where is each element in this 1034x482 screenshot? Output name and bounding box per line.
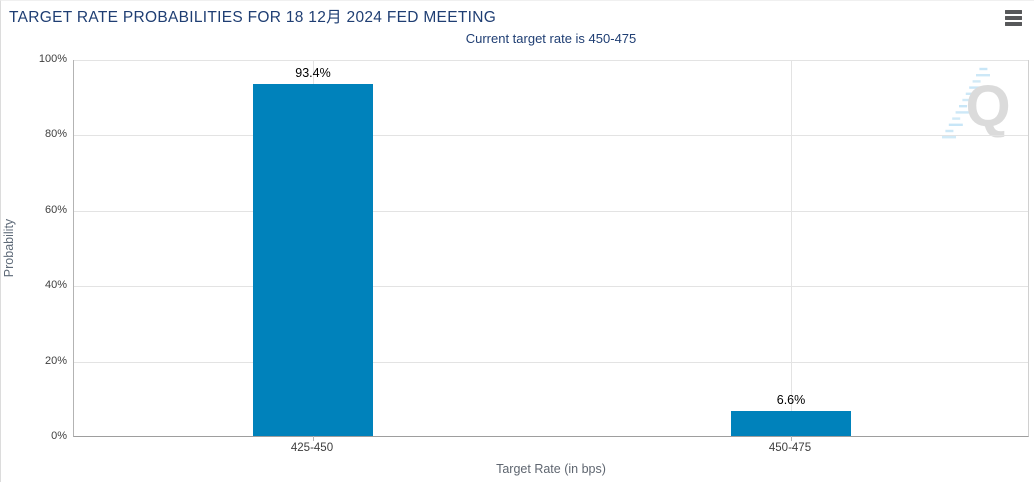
bar-value-label: 6.6% bbox=[776, 393, 806, 407]
quikstrike-watermark-icon: Q bbox=[942, 67, 1011, 139]
y-tick-label: 40% bbox=[44, 279, 67, 291]
svg-text:Q: Q bbox=[965, 74, 1010, 139]
hamburger-menu-icon[interactable] bbox=[1002, 7, 1024, 29]
horizontal-gridline bbox=[74, 362, 1028, 363]
y-tick-label: 20% bbox=[44, 355, 67, 367]
horizontal-gridline bbox=[74, 135, 1028, 136]
probability-bar-425-450[interactable] bbox=[253, 84, 373, 436]
probability-bar-450-475[interactable] bbox=[731, 411, 851, 436]
bar-value-label: 93.4% bbox=[295, 66, 331, 80]
chart-subtitle: Current target rate is 450-475 bbox=[465, 31, 637, 46]
x-axis-tick-labels: 425-450 450-475 bbox=[73, 442, 1029, 457]
horizontal-gridline bbox=[74, 211, 1028, 212]
x-axis-tickmark bbox=[791, 436, 792, 441]
vertical-gridline bbox=[791, 60, 792, 436]
y-tick-label: 60% bbox=[44, 204, 67, 216]
plot-area: Q 93.4% 6.6% bbox=[73, 60, 1029, 441]
y-tick-label: 80% bbox=[44, 128, 67, 140]
y-axis-tick-labels: 0% 20% 40% 60% 80% 100% bbox=[1, 53, 67, 442]
chart-title: TARGET RATE PROBABILITIES FOR 18 12月 202… bbox=[9, 9, 497, 26]
x-tick-label: 425-450 bbox=[290, 442, 334, 454]
horizontal-gridline bbox=[74, 60, 1028, 61]
x-tick-label: 450-475 bbox=[768, 442, 812, 454]
hamburger-bar bbox=[1004, 22, 1022, 26]
y-tick-label: 0% bbox=[51, 430, 67, 442]
x-axis-title: Target Rate (in bps) bbox=[496, 462, 606, 476]
horizontal-gridline bbox=[74, 286, 1028, 287]
y-tick-label: 100% bbox=[38, 53, 67, 65]
hamburger-bar bbox=[1004, 10, 1022, 14]
hamburger-bar bbox=[1004, 16, 1022, 20]
x-axis-tickmark bbox=[313, 436, 314, 441]
